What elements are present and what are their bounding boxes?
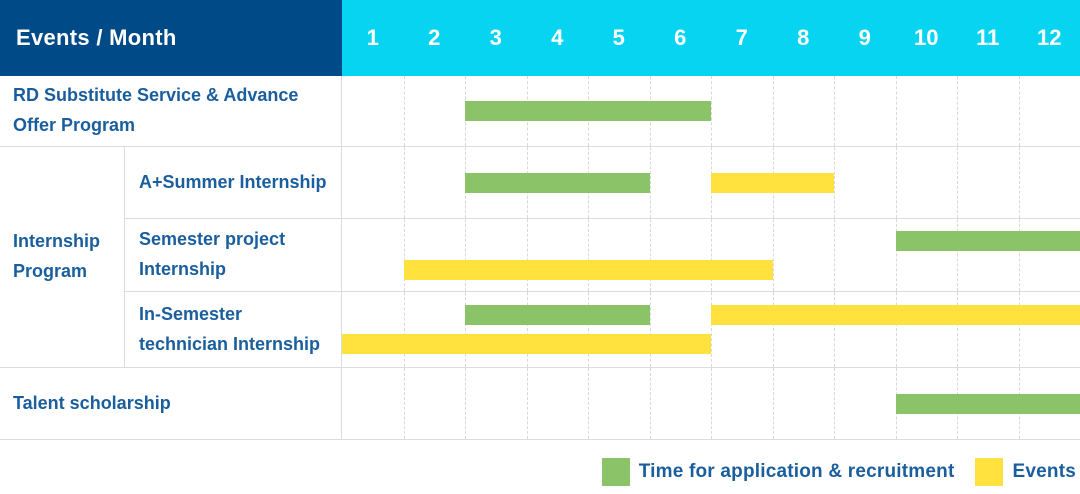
row-label-text: Semester project Internship: [139, 229, 286, 279]
month-header-12: 12: [1018, 0, 1080, 76]
month-gridline: [711, 76, 712, 146]
month-header-11: 11: [957, 0, 1019, 76]
row-label-in-semester-technician: In-Semester technician Internship: [125, 292, 342, 368]
month-gridline: [588, 368, 589, 439]
timeline-row-in-semester-technician: [342, 292, 1080, 368]
timeline-row-semester-project: [342, 219, 1080, 292]
timeline-row-rd-substitute: [342, 76, 1080, 147]
legend: Time for application & recruitment Event…: [0, 458, 1080, 486]
timeline-row-talent-scholarship: [342, 368, 1080, 440]
month-header-8: 8: [772, 0, 834, 76]
month-gridline: [403, 147, 405, 218]
month-gridline: [649, 292, 651, 367]
timeline-row-a-plus-summer: [342, 147, 1080, 219]
month-header-9: 9: [834, 0, 896, 76]
month-gridline: [957, 76, 958, 146]
month-gridline: [711, 292, 712, 367]
month-gridline: [772, 219, 774, 291]
month-gridline: [649, 147, 651, 218]
table-header-events-month: Events / Month: [0, 0, 342, 76]
month-header-10: 10: [895, 0, 957, 76]
row-label-talent-scholarship: Talent scholarship: [0, 368, 342, 440]
month-gridline: [588, 219, 589, 291]
application-green-swatch-icon: [601, 458, 630, 486]
month-gridline: [772, 292, 774, 367]
bar-track: [342, 101, 1080, 121]
month-header-7: 7: [711, 0, 773, 76]
month-gridline: [957, 147, 958, 218]
application-period-bar: [465, 172, 650, 193]
bar-track: [342, 230, 1080, 251]
application-period-bar: [465, 101, 711, 121]
month-header-1: 1: [342, 0, 404, 76]
legend-item-events: Events: [975, 458, 1076, 486]
event-period-bar: [711, 305, 1080, 325]
month-gridline: [957, 219, 958, 291]
month-gridline: [1018, 147, 1020, 218]
events-month-header-label: Events / Month: [16, 25, 177, 50]
month-gridline: [403, 292, 405, 367]
month-gridline: [526, 292, 528, 367]
row-label-text: RD Substitute Service & Advance Offer Pr…: [13, 85, 299, 135]
month-gridline: [834, 292, 835, 367]
bar-track: [342, 334, 1080, 354]
month-gridline: [895, 292, 897, 367]
month-header-6: 6: [649, 0, 711, 76]
event-period-bar: [711, 172, 834, 193]
group-label-internship-program: Internship Program: [0, 147, 125, 368]
month-header-2: 2: [403, 0, 465, 76]
event-period-bar: [342, 334, 711, 354]
month-gridline: [957, 292, 958, 367]
bar-track: [342, 305, 1080, 325]
month-gridline: [649, 368, 651, 439]
month-gridline: [895, 76, 897, 146]
events-yellow-swatch-icon: [975, 458, 1004, 486]
month-gridline: [1018, 76, 1020, 146]
month-header-4: 4: [526, 0, 588, 76]
row-label-a-plus-summer: A+Summer Internship: [125, 147, 342, 219]
month-gridline: [403, 76, 405, 146]
group-label-text: Internship Program: [13, 231, 101, 281]
row-label-text: Talent scholarship: [13, 392, 171, 413]
month-gridline: [588, 292, 589, 367]
month-gridline: [834, 219, 835, 291]
month-gridline: [1018, 219, 1020, 291]
application-period-bar: [895, 393, 1080, 414]
row-label-text: A+Summer Internship: [139, 171, 327, 192]
month-gridline: [1018, 292, 1020, 367]
legend-label-events: Events: [1012, 461, 1076, 482]
month-gridline: [465, 368, 466, 439]
month-gridline: [834, 147, 835, 218]
month-gridline: [526, 368, 528, 439]
legend-item-application: Time for application & recruitment: [601, 458, 955, 486]
event-period-bar: [403, 259, 773, 280]
month-gridline: [403, 219, 405, 291]
row-label-text: In-Semester technician Internship: [139, 303, 321, 354]
bar-track: [342, 259, 1080, 280]
row-label-semester-project: Semester project Internship: [125, 219, 342, 292]
bar-track: [342, 393, 1080, 414]
legend-label-application: Time for application & recruitment: [638, 461, 955, 482]
month-gridline: [834, 76, 835, 146]
application-period-bar: [465, 305, 650, 325]
month-header-3: 3: [465, 0, 527, 76]
month-gridline: [772, 76, 774, 146]
month-gridline: [711, 368, 712, 439]
month-gridline: [649, 219, 651, 291]
month-gridline: [465, 219, 466, 291]
month-gridline: [834, 368, 835, 439]
month-gridline: [526, 219, 528, 291]
month-gridline: [403, 368, 405, 439]
application-period-bar: [895, 230, 1080, 251]
month-gridline: [465, 292, 466, 367]
month-header-5: 5: [588, 0, 650, 76]
month-gridline: [772, 368, 774, 439]
month-gridline: [895, 219, 897, 291]
bar-track: [342, 172, 1080, 193]
month-gridline: [711, 219, 712, 291]
month-gridline: [895, 147, 897, 218]
row-label-rd-substitute: RD Substitute Service & Advance Offer Pr…: [0, 76, 342, 147]
events-month-table: Events / Month 1 2 3 4 5 6 7 8 9 10 11 1…: [0, 0, 1080, 440]
